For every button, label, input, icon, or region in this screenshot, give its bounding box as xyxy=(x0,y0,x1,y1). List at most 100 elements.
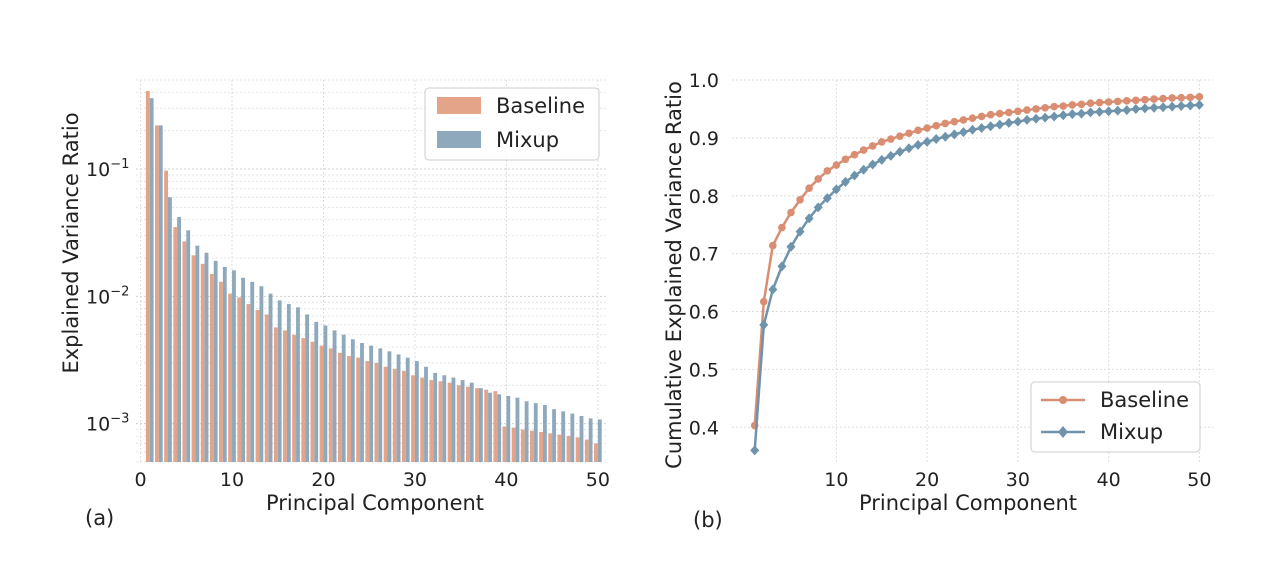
x-tick-label: 50 xyxy=(1187,469,1211,491)
point-mixup xyxy=(1031,113,1041,124)
bar-baseline xyxy=(273,327,278,462)
bar-mixup xyxy=(451,377,456,462)
point-mixup xyxy=(1058,110,1068,121)
bar-baseline xyxy=(200,263,205,462)
bar-mixup xyxy=(232,270,236,462)
point-mixup xyxy=(1022,114,1032,125)
bar-mixup xyxy=(314,321,319,462)
point-mixup xyxy=(886,150,896,161)
bar-mixup xyxy=(542,405,547,462)
bar-mixup xyxy=(286,304,291,462)
bar-mixup xyxy=(469,382,474,462)
bar-baseline xyxy=(548,433,553,462)
point-mixup xyxy=(904,143,914,154)
bar-baseline xyxy=(328,348,333,462)
bar-mixup xyxy=(497,394,502,462)
point-baseline xyxy=(1014,107,1022,116)
bar-baseline xyxy=(392,368,397,462)
panel-a-bar-chart: 0 10 20 30 40 50 10−1 10−2 10−3 Principal Compo… xyxy=(59,79,610,530)
x-tick-label: 0 xyxy=(135,469,147,491)
bar-mixup xyxy=(296,307,300,462)
point-mixup xyxy=(1167,101,1177,112)
point-mixup xyxy=(1140,103,1150,114)
y-tick-label: 10−1 xyxy=(86,157,129,181)
bar-baseline xyxy=(319,345,324,462)
bar-baseline xyxy=(465,386,470,462)
bar-mixup xyxy=(488,392,492,462)
bar-baseline xyxy=(502,426,507,462)
point-baseline xyxy=(1177,93,1186,102)
bar-mixup xyxy=(204,252,209,462)
bar-mixup xyxy=(405,357,410,462)
point-mixup xyxy=(768,284,778,295)
point-mixup xyxy=(1104,106,1114,117)
panel-b-label: (b) xyxy=(693,508,723,532)
point-baseline xyxy=(1132,96,1140,105)
bar-baseline xyxy=(182,241,187,462)
y-tick-label: 10−2 xyxy=(86,284,129,308)
bar-mixup xyxy=(524,401,529,462)
point-mixup xyxy=(913,139,923,150)
bar-baseline xyxy=(283,330,287,462)
point-mixup xyxy=(1013,116,1023,127)
panel-a-legend-baseline: Baseline xyxy=(496,94,585,118)
point-baseline xyxy=(914,126,922,135)
panel-a-label: (a) xyxy=(85,506,114,530)
bar-baseline xyxy=(264,314,269,462)
point-baseline xyxy=(769,241,777,250)
y-tick-label: 0.7 xyxy=(689,244,719,266)
bar-mixup xyxy=(195,245,200,462)
bar-baseline xyxy=(557,434,562,462)
point-baseline xyxy=(759,297,768,306)
point-baseline xyxy=(1068,101,1077,109)
bar-mixup xyxy=(332,330,337,462)
bar-mixup xyxy=(414,361,419,462)
panel-a-legend-swatch-baseline xyxy=(437,97,481,114)
bar-mixup xyxy=(552,409,556,462)
panel-b-y-ticks: 0.4 0.5 0.6 0.7 0.8 0.9 1.0 xyxy=(689,70,719,439)
panel-a-legend: Baseline Mixup xyxy=(424,87,600,161)
bar-mixup xyxy=(561,411,566,462)
bar-mixup xyxy=(433,372,438,462)
point-baseline xyxy=(778,223,786,232)
bar-mixup xyxy=(478,388,483,462)
panel-b-y-label: Cumulative Explained Variance Ratio xyxy=(662,81,686,469)
bar-mixup xyxy=(149,98,154,463)
bar-mixup xyxy=(241,277,246,462)
bar-baseline xyxy=(420,377,425,462)
y-tick-label: 10−3 xyxy=(86,412,129,436)
bar-mixup xyxy=(506,395,511,462)
point-baseline xyxy=(877,138,886,146)
point-mixup xyxy=(1194,99,1204,110)
bar-baseline xyxy=(594,443,598,462)
panel-a-bars xyxy=(145,90,602,463)
point-baseline xyxy=(1005,108,1013,117)
point-mixup xyxy=(940,131,950,142)
x-tick-label: 30 xyxy=(403,469,427,491)
point-baseline xyxy=(841,155,850,164)
point-mixup xyxy=(859,164,869,175)
x-tick-label: 20 xyxy=(915,469,939,491)
bar-mixup xyxy=(424,366,428,462)
bar-mixup xyxy=(378,348,383,462)
point-baseline xyxy=(787,208,795,217)
point-baseline xyxy=(805,184,813,193)
panel-a-legend-swatch-mixup xyxy=(437,131,481,148)
bar-baseline xyxy=(365,361,370,462)
point-mixup xyxy=(986,121,996,132)
point-mixup xyxy=(1122,105,1132,116)
point-baseline xyxy=(995,109,1004,118)
point-mixup xyxy=(1085,107,1095,118)
point-baseline xyxy=(959,116,968,124)
bar-mixup xyxy=(515,397,520,462)
point-mixup xyxy=(822,193,832,204)
panel-b-x-label: Principal Component xyxy=(859,491,1077,515)
point-baseline xyxy=(977,112,986,121)
point-mixup xyxy=(1113,105,1123,116)
point-mixup xyxy=(1158,102,1168,113)
point-baseline xyxy=(968,114,977,122)
bar-baseline xyxy=(566,436,571,462)
bar-mixup xyxy=(268,293,273,462)
point-baseline xyxy=(823,167,832,175)
bar-baseline xyxy=(484,389,489,462)
